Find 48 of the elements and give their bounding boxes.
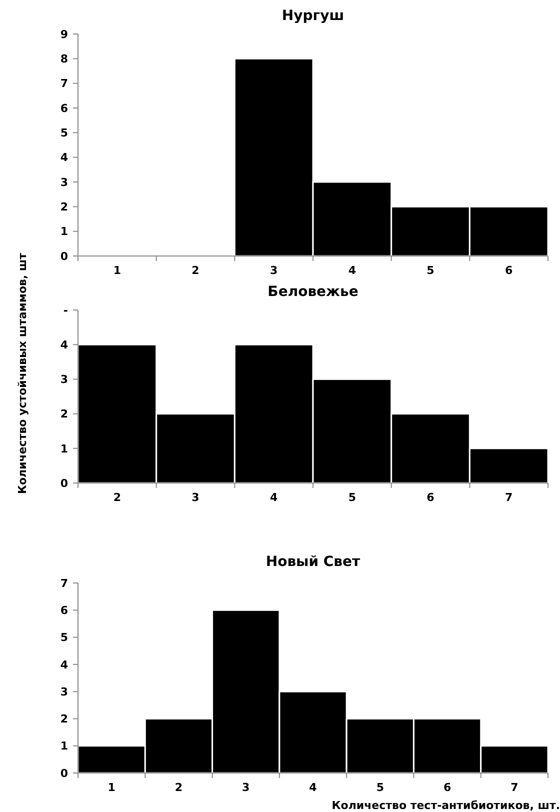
y-tick-label: 6 <box>60 604 68 617</box>
y-tick-label: 7 <box>60 77 68 90</box>
y-tick-label: 0 <box>60 476 68 490</box>
chart-title: Новый Свет <box>266 554 362 570</box>
chart-title: Беловежье <box>268 284 358 300</box>
x-tick-label: 3 <box>270 264 278 277</box>
y-tick-label: 1 <box>60 442 68 456</box>
y-tick-label: 0 <box>60 250 68 263</box>
x-tick-label: 1 <box>108 781 116 794</box>
chart-title: Нургуш <box>282 8 344 24</box>
y-tick-label: 5 <box>60 126 68 140</box>
x-tick-label: 6 <box>443 781 452 794</box>
x-tick-label: 5 <box>376 781 384 794</box>
x-tick-label: 3 <box>242 781 250 794</box>
y-tick-label: 9 <box>60 28 68 41</box>
y-tick-label: 2 <box>60 712 68 726</box>
y-tick-label: 5 <box>60 631 68 644</box>
y-tick-label: 1 <box>60 225 68 238</box>
x-tick-label: 5 <box>426 264 434 277</box>
y-tick-label: 3 <box>60 373 68 386</box>
x-tick-label: 7 <box>510 781 518 794</box>
y-tick-label: 7 <box>60 576 68 590</box>
y-tick-label: 2 <box>60 200 68 214</box>
y-axis-title: Количество устойчивых штаммов, шт <box>16 252 29 494</box>
x-tick-label: 7 <box>505 491 513 504</box>
y-tick-label: 1 <box>60 740 68 753</box>
y-tick-label: 2 <box>60 408 68 421</box>
y-tick-label: 3 <box>60 176 68 189</box>
y-tick-label: 4 <box>60 338 68 352</box>
y-tick-label: 6 <box>60 102 68 115</box>
x-tick-label: 2 <box>113 491 121 504</box>
x-tick-label: 6 <box>426 491 435 504</box>
y-tick-label: 3 <box>60 685 68 698</box>
x-tick-label: 4 <box>270 491 278 504</box>
y-tick-label: 0 <box>60 766 68 780</box>
x-tick-label: 2 <box>174 781 183 794</box>
x-tick-label: 1 <box>113 264 121 277</box>
x-tick-label: 3 <box>192 491 200 504</box>
y-tick-label: - <box>63 304 68 317</box>
x-tick-label: 4 <box>309 781 318 794</box>
y-tick-label: 8 <box>60 52 68 66</box>
y-tick-label: 4 <box>60 151 68 164</box>
x-tick-label: 6 <box>505 264 514 277</box>
y-tick-label: 4 <box>60 658 68 672</box>
x-axis-title: Количество тест-антибиотиков, шт. <box>332 799 560 812</box>
x-tick-label: 4 <box>348 264 356 277</box>
x-tick-label: 2 <box>192 264 200 277</box>
x-tick-label: 5 <box>348 491 356 504</box>
